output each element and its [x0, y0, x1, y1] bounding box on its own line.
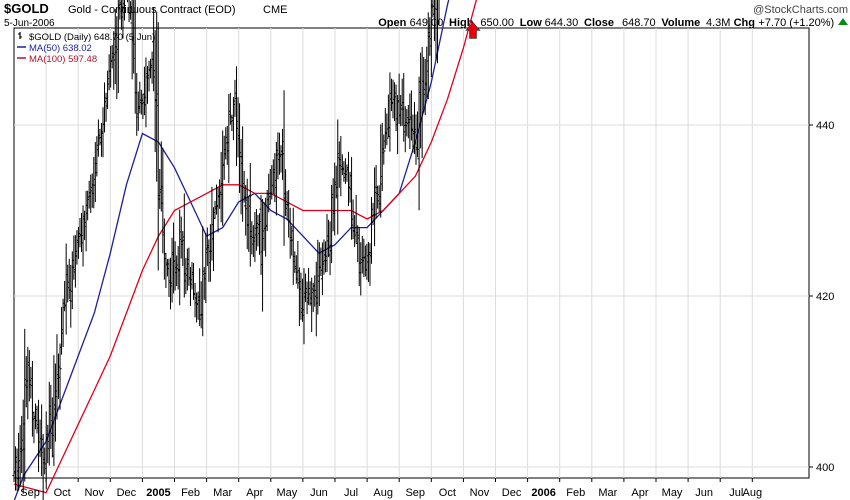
ma-line-MA(50): [13, 0, 450, 500]
x-tick-label-21: Jun: [695, 487, 713, 499]
x-tick-label-6: Mar: [213, 487, 232, 499]
x-tick-label-0: Sep: [20, 487, 40, 499]
x-tick-label-14: Nov: [470, 487, 490, 499]
x-tick-label-13: Oct: [439, 487, 456, 499]
signal-arrow-0: [465, 21, 481, 39]
x-tick-label-18: Mar: [598, 487, 617, 499]
legend-entry-ma100: MA(100) 597.48: [29, 54, 97, 65]
x-tick-label-5: Feb: [181, 487, 200, 499]
x-tick-label-7: Apr: [246, 487, 263, 499]
quote-label-1: High: [449, 17, 474, 29]
quote-label-5: Chg: [734, 17, 755, 29]
quote-label-4: Volume: [661, 17, 700, 29]
quote-date: 5-Jun-2006: [4, 18, 55, 29]
x-tick-label-20: May: [662, 487, 683, 499]
x-tick-label-10: Jul: [344, 487, 358, 499]
price-bar: [435, 0, 437, 61]
axes: 4004204404604805005205405605806006206406…: [13, 120, 834, 499]
quote-summary: +7.70 (+1.20%)Chg 4.3M Volume 648.70 Close 64…: [378, 17, 848, 29]
x-tick-label-3: Dec: [117, 487, 137, 499]
quote-value-2: 644.30: [545, 17, 579, 29]
ma-line-MA(100): [13, 0, 477, 494]
moving-averages: [13, 0, 477, 500]
quote-value-5: +7.70 (+1.20%): [758, 17, 834, 29]
x-tick-label-22: Jul: [729, 487, 743, 499]
price-bar: [122, 0, 125, 21]
grid: [14, 28, 809, 478]
plot-area: [13, 27, 810, 479]
x-tick-label-9: Jun: [310, 487, 328, 499]
price-bar: [435, 0, 438, 64]
x-tick-label-17: Feb: [566, 487, 585, 499]
legend: $GOLD (Daily) 648.70 (5 Jun)MA(50) 638.0…: [17, 32, 155, 65]
quote-value-0: 649.00: [410, 17, 444, 29]
legend-entry-$GOLD: $GOLD (Daily) 648.70 (5 Jun): [29, 32, 155, 43]
quote-value-3: 648.70: [622, 17, 656, 29]
price-bar: [58, 343, 62, 410]
up-arrow-icon: [838, 18, 848, 25]
x-tick-label-8: May: [276, 487, 297, 499]
exchange-label: CME: [263, 4, 287, 16]
x-tick-label-16: 2006: [531, 487, 555, 499]
price-bars: [12, 0, 440, 500]
x-tick-label-1: Oct: [54, 487, 71, 499]
y-tick-label-1: 420: [816, 291, 834, 303]
legend-entry-ma50: MA(50) 638.02: [29, 43, 92, 54]
x-tick-label-11: Aug: [373, 487, 393, 499]
signal-arrows: [465, 21, 481, 39]
quote-value-4: 4.3M: [706, 17, 730, 29]
symbol-description: Gold - Continuous Contract (EOD): [68, 4, 236, 16]
quote-label-2: Low: [520, 17, 542, 29]
x-tick-label-12: Sep: [405, 487, 425, 499]
x-tick-label-19: Apr: [631, 487, 648, 499]
price-bar: [382, 134, 386, 165]
symbol-title: $GOLD: [4, 1, 49, 16]
quote-label-3: Close: [584, 17, 614, 29]
watermark: @StockCharts.com: [753, 4, 848, 16]
quote-label-0: Open: [378, 17, 406, 29]
y-tick-label-0: 400: [816, 462, 834, 474]
x-tick-label-2: Nov: [84, 487, 104, 499]
x-tick-label-23: Aug: [743, 487, 763, 499]
y-tick-label-2: 440: [816, 120, 834, 132]
x-tick-label-4: 2005: [146, 487, 170, 499]
x-tick-label-15: Dec: [502, 487, 522, 499]
quote-value-1: 650.00: [480, 17, 514, 29]
